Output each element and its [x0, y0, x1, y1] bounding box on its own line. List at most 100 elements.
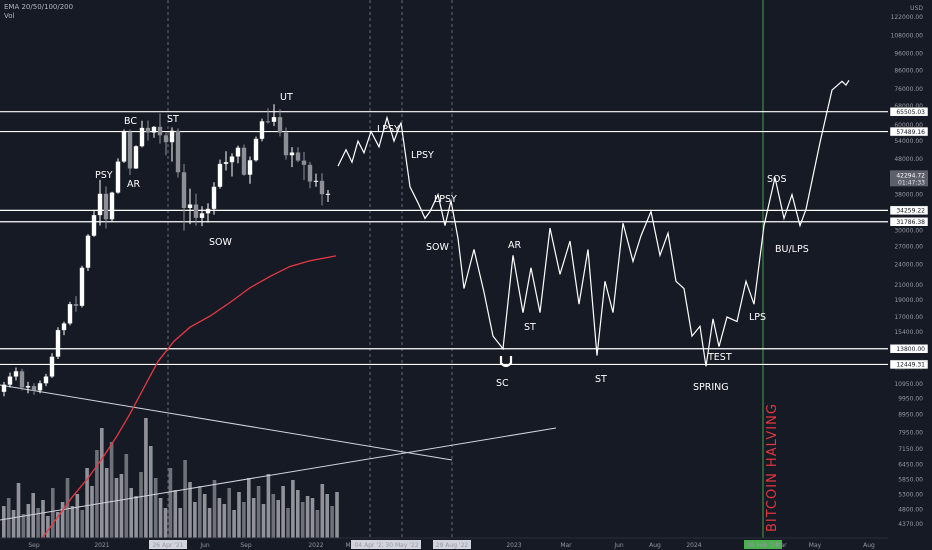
volume-bar	[242, 502, 246, 538]
resistance-trendline[interactable]	[0, 384, 453, 461]
support-trendline[interactable]	[0, 427, 557, 521]
level-price-tag[interactable]	[889, 359, 929, 370]
candle[interactable]	[169, 130, 175, 143]
candle[interactable]	[307, 164, 313, 182]
level-price-tag[interactable]	[889, 126, 929, 137]
candle[interactable]	[13, 371, 19, 377]
volume-bar	[70, 506, 75, 538]
candle[interactable]	[319, 180, 325, 195]
candle[interactable]	[31, 386, 37, 391]
candle[interactable]	[205, 208, 211, 214]
candle[interactable]	[163, 135, 169, 143]
wyckoff-label-test: TEST	[707, 352, 732, 363]
level-price-tag[interactable]	[889, 205, 929, 216]
volume-bar	[75, 494, 80, 538]
level-price-tag[interactable]	[889, 106, 929, 117]
projection-path[interactable]	[337, 79, 850, 367]
halving-annotation: BITCOIN HALVING	[765, 403, 780, 532]
volume-bar	[163, 508, 168, 538]
candle[interactable]	[295, 152, 301, 161]
candle[interactable]	[241, 147, 247, 175]
candle[interactable]	[67, 304, 73, 324]
candle[interactable]	[133, 146, 139, 169]
candle[interactable]	[223, 162, 229, 164]
candle[interactable]	[229, 156, 235, 163]
volume-bar	[104, 468, 109, 538]
candle[interactable]	[247, 160, 253, 175]
candle[interactable]	[217, 163, 223, 187]
candle[interactable]	[259, 121, 265, 139]
candle[interactable]	[25, 386, 31, 388]
candle[interactable]	[55, 330, 61, 357]
volume-bar	[51, 488, 55, 538]
candle[interactable]	[145, 127, 151, 133]
volume-bar	[153, 478, 158, 538]
candle[interactable]	[61, 323, 67, 331]
candle[interactable]	[121, 131, 127, 162]
volume-bar	[320, 484, 325, 538]
volume-bar	[173, 490, 178, 538]
candle[interactable]	[85, 235, 91, 268]
indicator-legend[interactable]: EMA 20/50/100/200	[4, 3, 74, 11]
volume-bar	[90, 486, 94, 538]
candle[interactable]	[73, 304, 79, 306]
trendlines	[0, 384, 557, 521]
candle[interactable]	[313, 180, 319, 182]
candle[interactable]	[277, 117, 283, 133]
volume-bar	[247, 478, 251, 538]
candle[interactable]	[325, 193, 331, 195]
candle[interactable]	[193, 204, 199, 218]
volume-bar	[227, 488, 231, 538]
price-tick: 15400.00	[894, 329, 923, 336]
candle[interactable]	[7, 376, 13, 385]
price-tick: 38000.00	[894, 192, 923, 199]
volume-bar	[36, 508, 40, 538]
candle[interactable]	[79, 267, 85, 306]
candle[interactable]	[157, 126, 163, 136]
time-marker-tag[interactable]	[433, 540, 471, 549]
candle[interactable]	[151, 126, 157, 133]
candle[interactable]	[109, 192, 115, 220]
candles	[1, 104, 331, 397]
candle[interactable]	[43, 376, 49, 384]
time-marker-tag[interactable]	[149, 540, 187, 549]
candle[interactable]	[19, 371, 25, 388]
candle[interactable]	[211, 186, 217, 209]
candle[interactable]	[49, 356, 55, 377]
candle[interactable]	[127, 131, 133, 169]
candle[interactable]	[283, 132, 289, 156]
candle[interactable]	[115, 161, 121, 193]
candle[interactable]	[235, 147, 241, 157]
candle[interactable]	[97, 193, 103, 216]
volume-legend[interactable]: Vol	[4, 12, 15, 20]
candle[interactable]	[37, 383, 43, 391]
current-price-label: 42294.72	[896, 172, 925, 179]
time-marker-tag[interactable]	[351, 540, 389, 549]
candle[interactable]	[187, 204, 193, 208]
current-price-tag[interactable]	[890, 170, 928, 187]
candle[interactable]	[301, 160, 307, 165]
volume-bar	[202, 494, 207, 538]
vertical-markers	[167, 0, 764, 538]
time-marker-tag[interactable]	[383, 540, 421, 549]
time-marker-tag[interactable]	[744, 540, 782, 549]
candle[interactable]	[253, 138, 259, 161]
level-price-label: 31786.38	[896, 219, 925, 226]
candle[interactable]	[271, 117, 277, 122]
price-tick: 76000.00	[894, 86, 923, 93]
candle[interactable]	[289, 152, 295, 156]
candle[interactable]	[1, 384, 7, 392]
time-tick: 29 Aug '22	[436, 542, 469, 549]
candle[interactable]	[91, 215, 97, 236]
candle[interactable]	[199, 213, 205, 218]
candle[interactable]	[139, 127, 145, 147]
volume-bar	[183, 460, 187, 538]
price-tick: 54000.00	[894, 138, 923, 145]
candle[interactable]	[175, 130, 181, 173]
candle[interactable]	[103, 193, 109, 220]
level-price-tag[interactable]	[889, 217, 929, 227]
candle[interactable]	[181, 172, 187, 208]
level-price-tag[interactable]	[889, 344, 929, 354]
candle[interactable]	[265, 121, 271, 123]
